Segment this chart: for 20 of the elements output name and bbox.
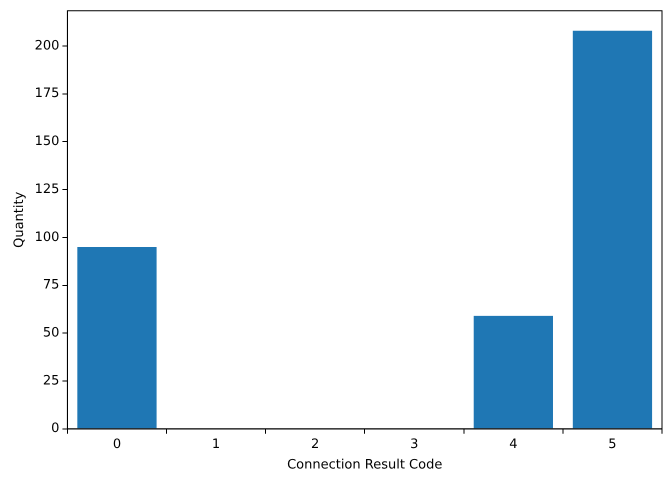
y-tick-label: 75 <box>42 278 60 293</box>
y-axis-title: Quantity <box>12 191 28 248</box>
bar <box>572 30 652 428</box>
y-tick-label: 175 <box>34 86 60 102</box>
x-tick-label: 1 <box>212 436 220 452</box>
x-tick-label: 3 <box>410 436 418 452</box>
y-tick-label: 125 <box>34 182 60 197</box>
y-tick-label: 150 <box>34 134 60 150</box>
bar <box>474 316 553 428</box>
y-tick-label: 25 <box>42 373 60 388</box>
bar <box>77 246 157 428</box>
y-tick-label: 50 <box>42 325 60 340</box>
x-axis-title: Connection Result Code <box>287 458 442 473</box>
x-tick-label: 2 <box>311 436 320 452</box>
y-tick-label: 0 <box>51 421 60 436</box>
y-tick-label: 200 <box>34 38 60 54</box>
y-tick-label: 100 <box>34 230 60 245</box>
x-tick-label: 5 <box>608 436 617 452</box>
x-tick-label: 0 <box>112 436 122 452</box>
x-tick-label: 4 <box>509 436 518 452</box>
